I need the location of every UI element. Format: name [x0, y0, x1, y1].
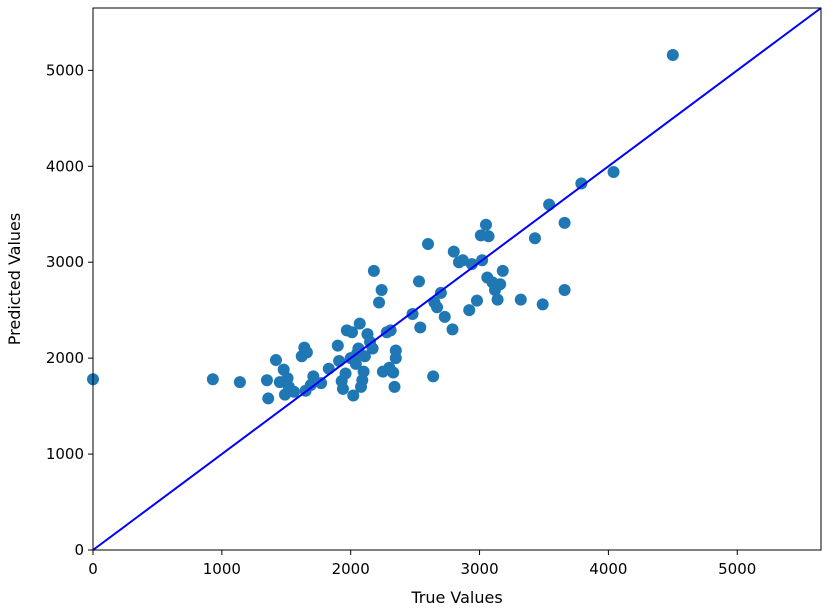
y-axis-ticks: 0 1000 2000 3000 4000 5000	[46, 61, 93, 559]
data-point-19	[322, 362, 335, 375]
data-point-47	[387, 366, 400, 379]
data-point-50	[389, 344, 402, 357]
data-point-61	[447, 245, 460, 258]
data-point-24	[339, 367, 352, 380]
data-point-54	[422, 237, 435, 250]
data-point-85	[607, 166, 620, 179]
data-point-11	[288, 385, 301, 398]
data-point-48	[388, 380, 401, 393]
y-tick-label-5000: 5000	[46, 61, 84, 79]
data-point-76	[494, 278, 507, 291]
data-point-83	[558, 216, 571, 229]
data-point-28	[347, 389, 360, 402]
data-point-41	[373, 296, 386, 309]
data-point-60	[446, 323, 459, 336]
data-point-39	[366, 342, 379, 355]
data-point-4	[262, 392, 275, 405]
data-point-5	[269, 354, 282, 367]
data-point-82	[558, 284, 571, 297]
data-point-59	[438, 310, 451, 323]
y-tick-label-3000: 3000	[46, 253, 84, 271]
reference-line	[92, 7, 822, 551]
data-point-3	[260, 374, 273, 387]
data-point-64	[463, 304, 476, 317]
data-point-32	[353, 317, 366, 330]
data-point-84	[575, 177, 588, 190]
y-tick-label-2000: 2000	[46, 349, 84, 367]
data-point-35	[357, 365, 370, 378]
x-tick-label-5000: 5000	[718, 560, 756, 578]
data-point-29	[349, 357, 362, 370]
plot-frame	[92, 7, 822, 551]
data-point-78	[514, 293, 527, 306]
data-point-40	[367, 264, 380, 277]
data-point-71	[482, 230, 495, 243]
data-point-23	[336, 382, 349, 395]
data-point-65	[465, 258, 478, 271]
y-tick-label-1000: 1000	[46, 445, 84, 463]
data-point-75	[491, 293, 504, 306]
x-tick-label-0: 0	[88, 560, 98, 578]
data-point-18	[315, 377, 328, 390]
data-point-81	[543, 198, 556, 211]
data-point-53	[414, 321, 427, 334]
data-point-14	[300, 346, 313, 359]
data-point-69	[479, 218, 492, 231]
data-point-57	[431, 301, 444, 314]
x-tick-label-4000: 4000	[589, 560, 627, 578]
data-point-63	[456, 254, 469, 267]
x-axis-ticks: 0 1000 2000 3000 4000 5000	[88, 550, 756, 578]
data-point-2	[233, 376, 246, 389]
data-point-17	[307, 370, 320, 383]
data-point-36	[358, 350, 371, 363]
data-point-26	[345, 326, 358, 339]
data-point-1	[206, 373, 219, 386]
x-tick-label-2000: 2000	[332, 560, 370, 578]
y-tick-label-0: 0	[74, 541, 84, 559]
data-point-52	[412, 275, 425, 288]
data-point-86	[666, 49, 679, 62]
data-point-20	[331, 339, 344, 352]
data-point-79	[528, 232, 541, 245]
data-point-80	[536, 298, 549, 311]
data-point-77	[496, 264, 509, 277]
y-axis-label: Predicted Values	[5, 213, 24, 345]
x-tick-label-3000: 3000	[460, 560, 498, 578]
data-point-55	[427, 370, 440, 383]
points-layer	[87, 49, 679, 405]
x-axis-label: True Values	[410, 588, 502, 607]
data-point-42	[375, 284, 388, 297]
x-tick-label-1000: 1000	[203, 560, 241, 578]
data-point-21	[333, 355, 346, 368]
data-point-66	[470, 294, 483, 307]
y-tick-label-4000: 4000	[46, 157, 84, 175]
